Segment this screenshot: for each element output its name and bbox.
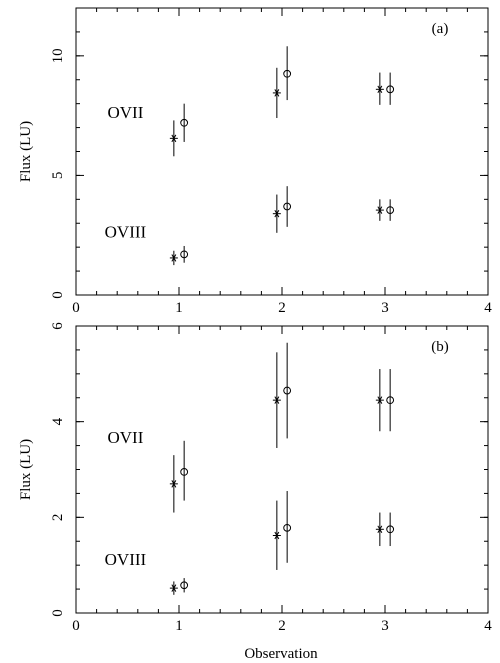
y-tick-label: 10 [50,48,66,63]
asterisk-stroke [377,206,383,214]
x-tick-label: 1 [175,300,183,316]
circle-marker [180,467,189,476]
asterisk-stroke [171,480,177,488]
panel-b: 0 1 2 3 4 0 2 4 6 Flux (LU) (b) OVII OVIII [18,322,492,634]
plot-frame [75,325,489,614]
x-tick-label: 2 [278,300,286,316]
x-tick-label: 3 [381,300,389,316]
asterisk-marker [169,254,178,262]
asterisk-stroke [377,85,383,94]
asterisk-marker [272,396,281,404]
circle-marker [283,69,292,78]
asterisk-marker [272,89,281,97]
asterisk-marker [169,134,178,143]
asterisk-stroke [171,584,177,592]
x-tick-label: 2 [278,618,286,634]
x-tick-label: 0 [72,618,80,634]
series-label: OVIII [105,550,147,569]
circle-marker [283,202,292,211]
series-label: OVII [107,103,143,122]
asterisk-stroke [274,209,280,218]
y-tick-label: 0 [50,609,66,617]
y-axis-label: Flux (LU) [18,439,34,500]
asterisk-marker [375,525,384,534]
asterisk-marker [375,396,384,404]
y-tick-label: 0 [50,291,66,299]
x-tick-label: 4 [484,618,492,634]
asterisk-marker [169,480,178,488]
circle-marker [283,386,292,395]
y-tick-label: 6 [50,322,66,330]
asterisk-marker [375,206,384,214]
circle-marker [283,523,292,532]
circle-marker [386,206,395,214]
circle-marker [180,250,189,259]
circle-marker [386,525,395,534]
x-axis-label: Observation [244,646,318,662]
y-tick-label: 4 [50,417,66,425]
asterisk-marker [375,85,384,94]
asterisk-stroke [377,396,383,404]
asterisk-stroke [171,134,177,143]
asterisk-marker [169,584,178,592]
y-axis-label: Flux (LU) [18,121,34,182]
plot-frame [75,7,489,296]
circle-marker [180,118,189,127]
circle-marker [386,85,395,94]
circle-marker [180,581,189,590]
panel-label: (b) [431,339,449,355]
asterisk-stroke [171,254,177,262]
panel-a: 0 1 2 3 4 0 5 10 Flux (LU) (a) OVII OVIII [18,7,492,316]
asterisk-stroke [274,89,280,97]
asterisk-stroke [274,531,280,540]
circle-marker [386,396,395,405]
asterisk-marker [272,209,281,218]
y-tick-label: 2 [50,514,66,522]
asterisk-stroke [377,525,383,534]
asterisk-stroke [274,396,280,404]
series-label: OVII [107,428,143,447]
series-label: OVIII [105,223,147,242]
x-tick-label: 0 [72,300,80,316]
x-tick-label: 4 [484,300,492,316]
asterisk-marker [272,531,281,540]
x-tick-label: 3 [381,618,389,634]
x-tick-label: 1 [175,618,183,634]
panel-label: (a) [432,21,449,37]
y-tick-label: 5 [50,172,66,180]
